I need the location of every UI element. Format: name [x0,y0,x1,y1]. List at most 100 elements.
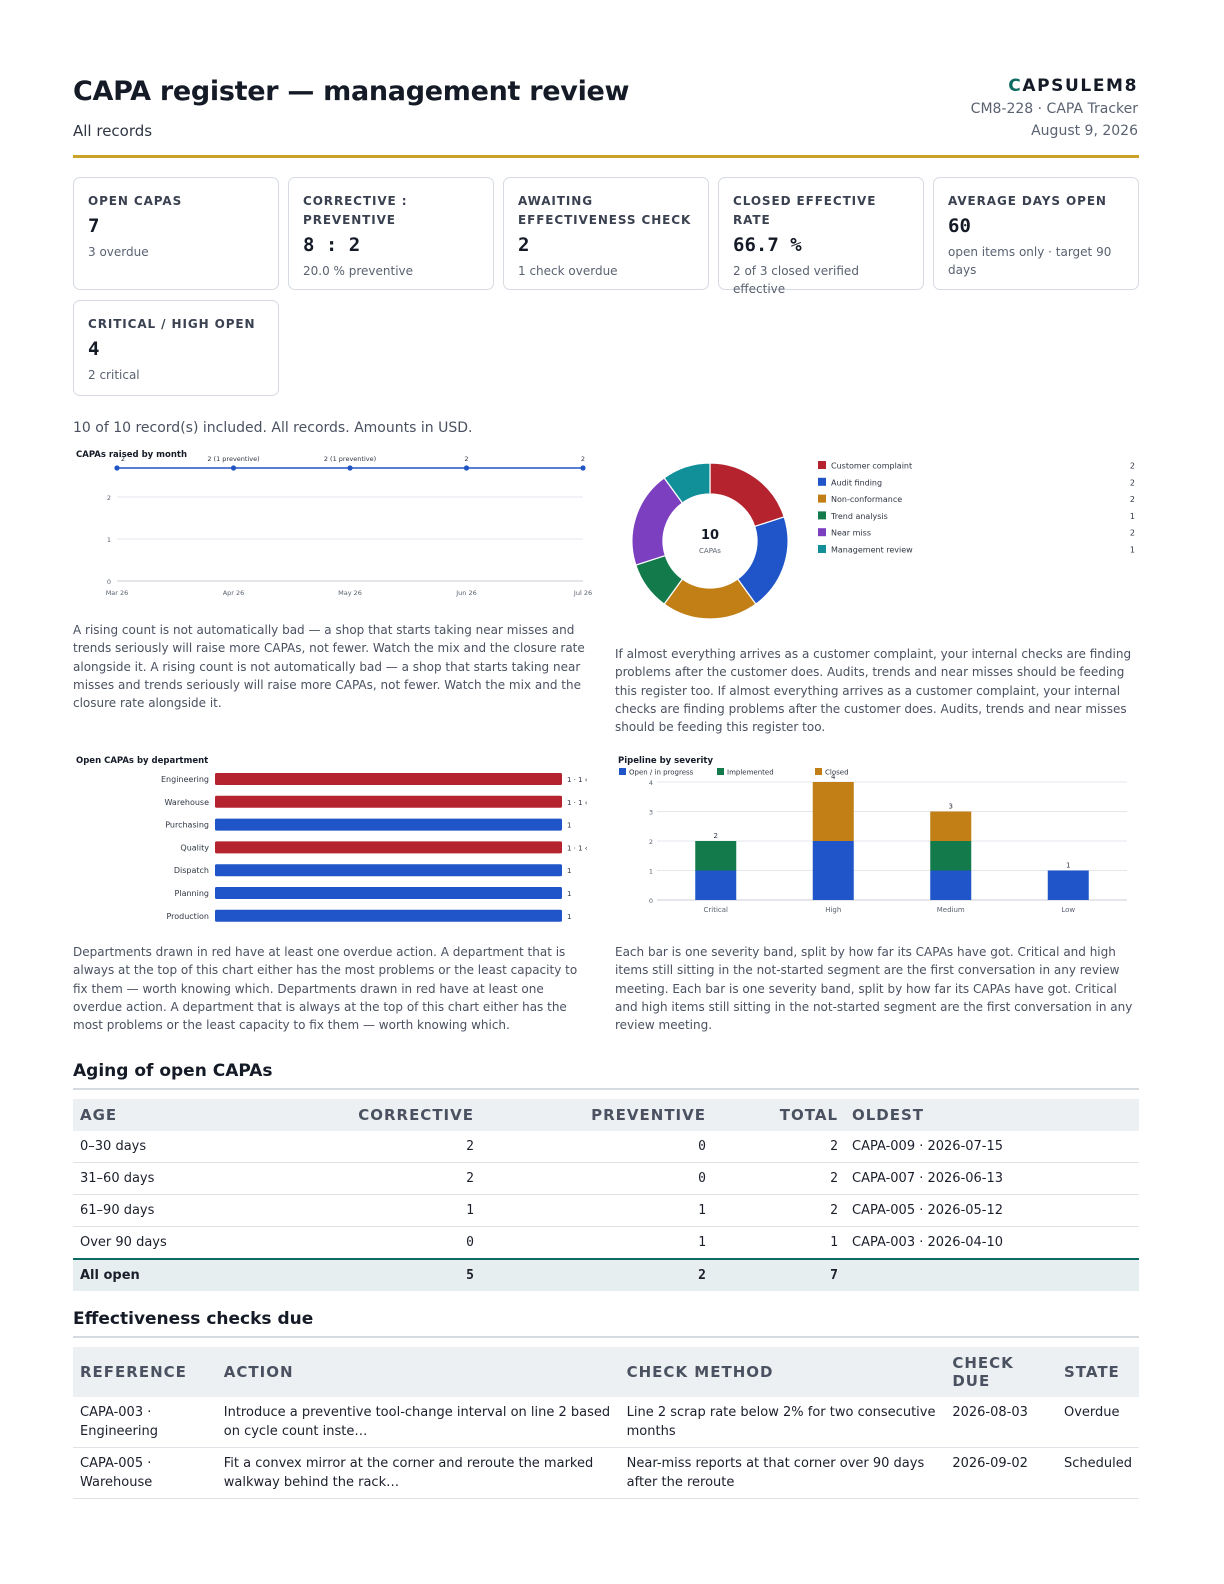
chart-open-by-department: Open CAPAs by department Engineering 1 · … [76,756,588,922]
chart-title: Pipeline by severity [618,756,713,766]
table-cell: Introduce a preventive tool-change inter… [216,1397,620,1448]
report-date: August 9, 2026 [1031,123,1138,139]
kpi-label: CORRECTIVE : PREVENTIVE [303,194,408,227]
table-cell: Over 90 days [73,1226,288,1260]
y-tick-label: 3 [649,809,653,817]
table-cell: CAPA-003 · Engineering [73,1397,217,1448]
category-label: Planning [175,889,209,898]
table-cell [845,1258,1139,1291]
column-header-age: AGE [73,1099,288,1131]
data-label: 2 (1 preventive) [324,455,376,463]
caption-sources: If almost everything arrives as a custom… [615,647,1132,735]
category-label: Production [166,912,209,921]
caption-severity: Each bar is one severity band, split by … [615,945,1133,1033]
aging-header-row: AGE CORRECTIVE PREVENTIVE TOTAL OLDEST [73,1099,1139,1131]
kpi-label: AWAITING EFFECTIVENESS CHECK [518,194,692,227]
x-tick-label: Mar 26 [106,589,129,597]
legend-label: Non-conformance [831,495,902,504]
stacked-bar-segment [812,841,854,900]
bar-value-label: 1 [567,913,571,921]
donut-center-value: 10 [701,528,719,543]
kpi-card-open-capas: OPEN CAPAS 7 3 overdue [73,177,279,290]
kpi-label: OPEN CAPAS [88,194,183,208]
x-tick-label: Critical [704,906,729,914]
department-bar [215,864,562,877]
bar-value-label: 1 · 1 ‹ [567,799,588,807]
donut-center-label: CAPAs [699,547,721,555]
x-tick-label: Apr 26 [223,589,245,597]
data-label: 2 [581,455,585,463]
kpi-value: 4 [88,338,100,360]
aging-total-row: All open 5 2 7 [73,1258,1139,1291]
brand-mark: C [1008,76,1023,96]
kpi-card-awaiting-check: AWAITING EFFECTIVENESS CHECK 2 1 check o… [503,177,709,290]
stacked-bar-segment [930,811,972,841]
data-point [347,465,353,471]
table-cell: Fit a convex mirror at the corner and re… [216,1447,620,1499]
donut-slice [709,462,785,528]
kpi-note: 2 of 3 closed verified effective [733,264,859,296]
legend-label: Customer complaint [831,462,912,471]
legend-swatch [818,511,826,520]
table-cell: 2026-08-03 [945,1397,1057,1448]
checks-section-rule [73,1336,1139,1338]
chart-capas-by-month: CAPAs raised by month 0 1 2 2 Mar 26 2 (1 pre… [76,450,592,597]
table-cell: 1 [481,1226,713,1260]
table-cell: 0 [288,1226,481,1260]
legend-value: 2 [1130,478,1135,487]
table-cell: 7 [713,1258,845,1291]
legend-swatch [818,461,826,469]
y-tick-label: 4 [649,779,653,787]
chart-title: Open CAPAs by department [76,756,208,766]
kpi-label: AVERAGE DAYS OPEN [948,194,1107,208]
table-cell: 2 [481,1258,713,1291]
department-bar [215,841,562,854]
bar-total-label: 1 [1066,862,1070,870]
records-included-note: 10 of 10 record(s) included. All records… [73,420,473,436]
table-row: 31–60 days 2 0 2 CAPA-007 · 2026-06-13 [73,1162,1139,1195]
table-cell: CAPA-003 · 2026-04-10 [845,1226,1139,1260]
category-label: Engineering [161,775,209,784]
legend-swatch [818,528,826,537]
stacked-bar-segment [1047,870,1089,900]
legend-swatch [818,545,826,553]
legend-label: Near miss [831,529,871,538]
table-cell: 61–90 days [73,1194,288,1227]
legend-value: 2 [1130,529,1135,538]
column-header-total: TOTAL [713,1099,845,1131]
column-header-action: ACTION [216,1347,620,1397]
kpi-note: open items only · target 90 days [948,245,1112,277]
y-tick-label: 0 [107,578,111,586]
legend-value: 1 [1130,512,1135,521]
legend-swatch [717,768,724,775]
brand-name: APSULEM8 [1022,76,1138,96]
stacked-bar-segment [695,841,737,871]
header-divider [73,155,1139,158]
category-label: Warehouse [165,798,210,807]
y-tick-label: 2 [649,838,653,846]
bar-value-label: 1 [567,890,571,898]
department-bar [215,773,562,785]
brand-logo: CAPSULEM8 [1008,76,1138,96]
aging-section-title: Aging of open CAPAs [73,1061,273,1081]
data-point [114,465,120,471]
bar-value-label: 1 · 1 ‹ [567,844,588,852]
kpi-card-critical-high-open: CRITICAL / HIGH OPEN 4 2 critical [73,300,279,396]
column-header-reference: REFERENCE [73,1347,217,1397]
kpi-label: CLOSED EFFECTIVE RATE [733,194,877,227]
table-cell: Near-miss reports at that corner over 90… [619,1447,946,1499]
data-label: 2 (1 preventive) [207,455,259,463]
legend-label: Implemented [727,769,774,777]
table-cell: 1 [713,1226,845,1260]
table-cell: CAPA-005 · Warehouse [73,1447,217,1499]
table-cell: 0–30 days [73,1131,288,1163]
caption-monthly: A rising count is not automatically bad … [73,623,585,711]
column-header-preventive: PREVENTIVE [481,1099,713,1131]
table-cell: Overdue [1057,1397,1139,1448]
table-cell: CAPA-009 · 2026-07-15 [845,1131,1139,1163]
table-cell: 0 [481,1162,713,1195]
x-tick-label: High [825,906,841,914]
table-cell: CAPA-007 · 2026-06-13 [845,1162,1139,1195]
data-point [230,465,237,471]
legend-label: Management review [831,546,913,555]
